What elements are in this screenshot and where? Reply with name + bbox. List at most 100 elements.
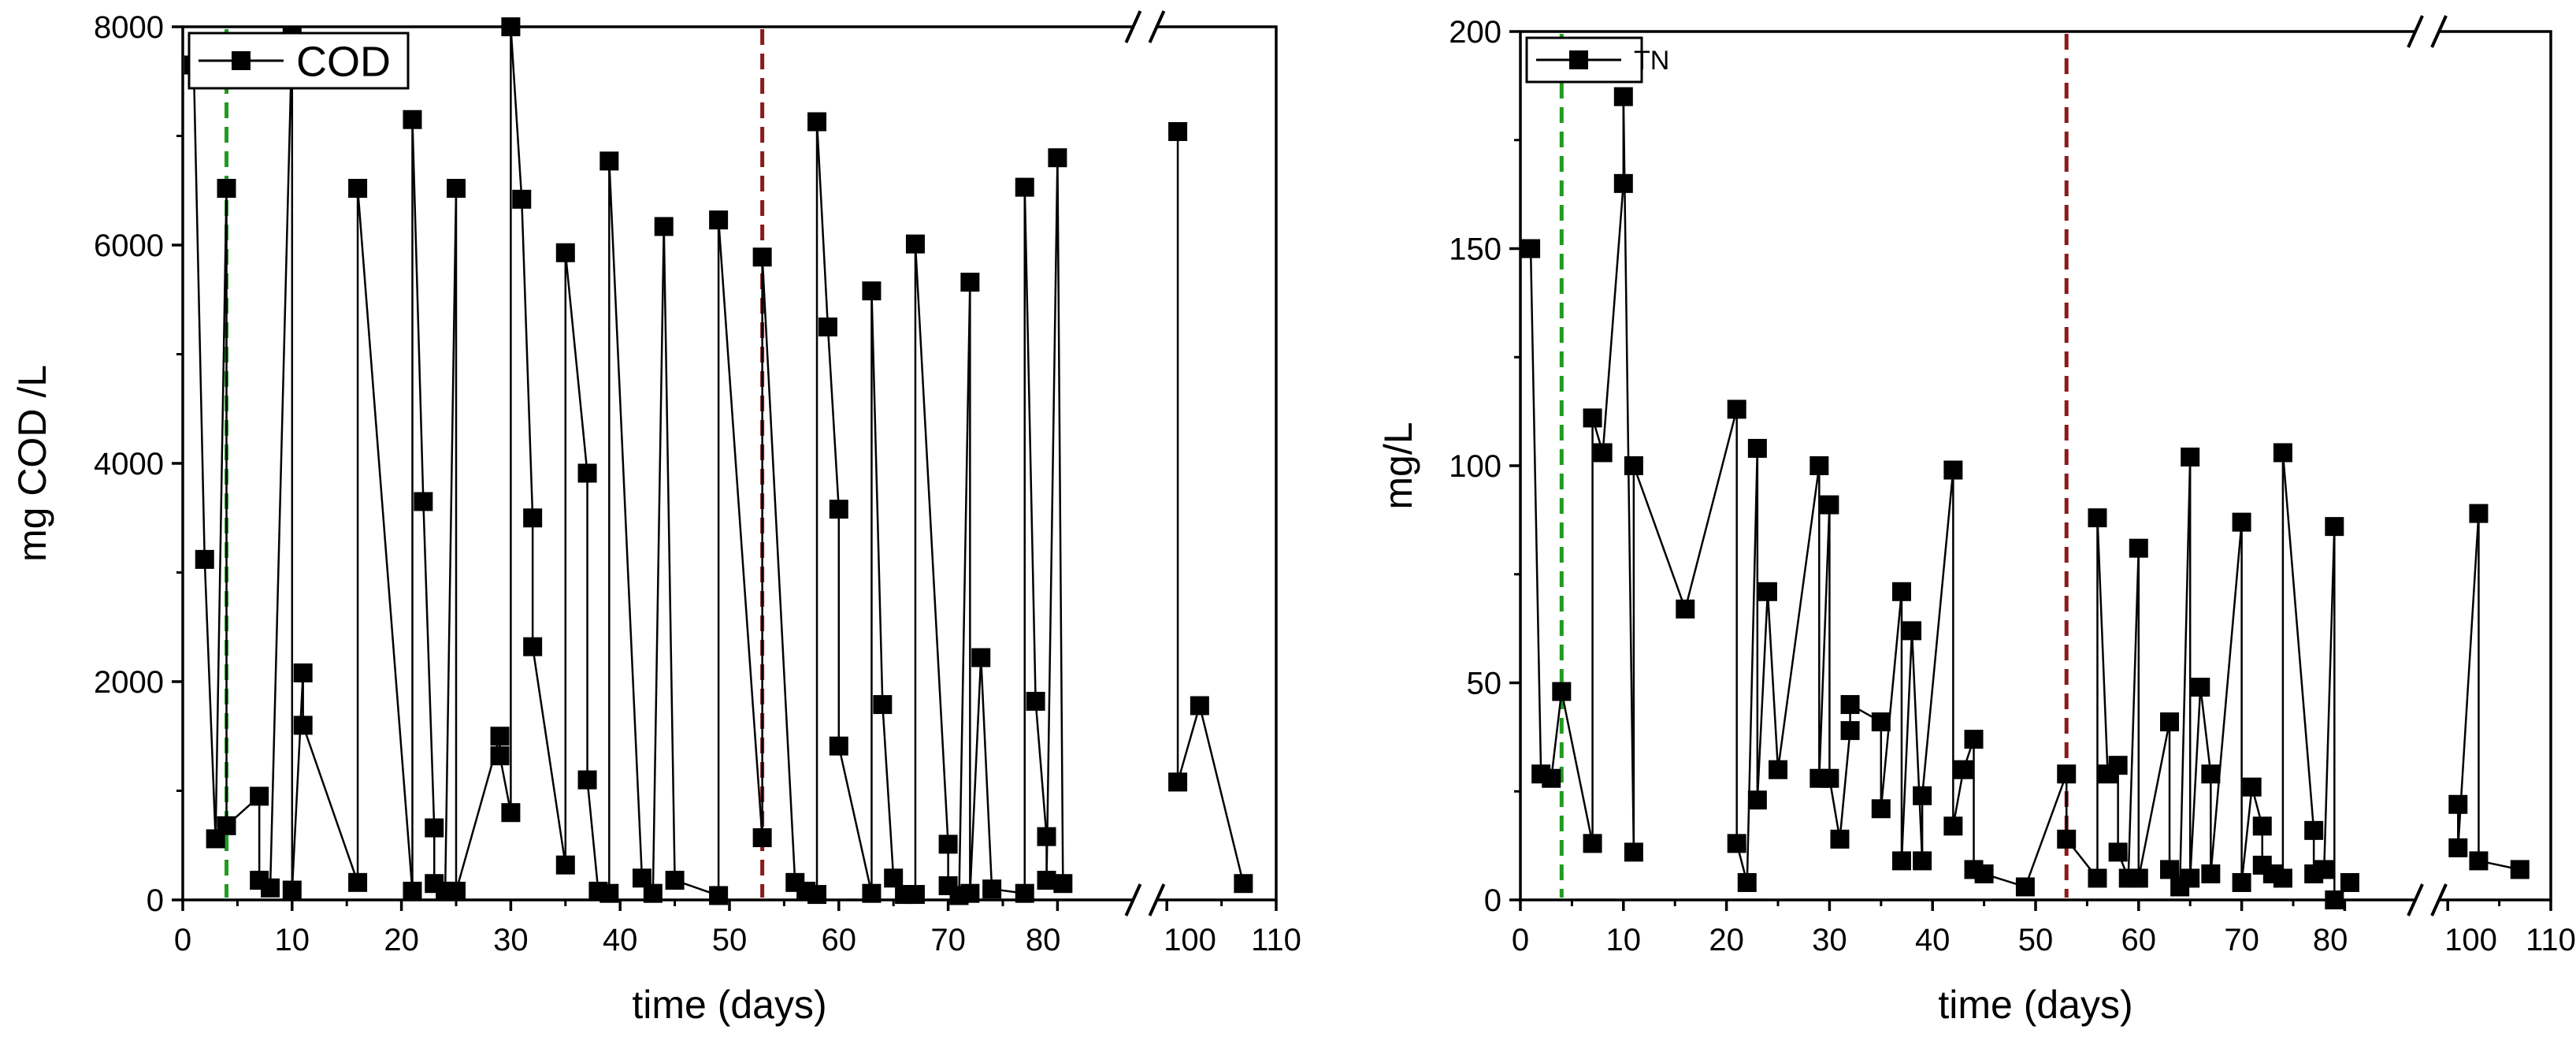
tn-data-point — [2108, 756, 2128, 775]
tn-x-tick-label: 50 — [2018, 923, 2054, 957]
cod-data-point — [217, 816, 236, 835]
cod-series-segment — [663, 226, 676, 881]
cod-series-segment — [870, 291, 884, 705]
cod-series-segment — [1176, 705, 1201, 782]
cod-data-point — [348, 178, 368, 198]
cod-data-point — [1015, 883, 1034, 903]
cod-data-point — [403, 881, 422, 901]
tn-data-point — [1840, 721, 1860, 741]
tn-data-point — [2129, 868, 2148, 888]
cod-data-point — [971, 648, 991, 667]
tn-series-segment — [1828, 778, 1841, 840]
tn-series-segment — [1900, 630, 1913, 861]
tn-data-point — [2232, 512, 2251, 532]
tn-series-segment — [1746, 448, 1759, 883]
tn-x-tick-label: 70 — [2224, 923, 2259, 957]
tn-data-point — [2314, 860, 2334, 879]
tn-y-tick-label: 0 — [1484, 883, 1501, 918]
tn-series-segment — [1839, 730, 1851, 839]
cod-series-segment — [586, 779, 599, 892]
tn-data-point — [2469, 504, 2489, 523]
tn-data-point — [1974, 864, 1994, 883]
tn-y-tick-label: 200 — [1449, 15, 1501, 50]
tn-data-point — [1542, 768, 1561, 788]
cod-data-point — [643, 883, 663, 903]
tn-legend-label: TN — [1634, 46, 1669, 76]
tn-series-segment — [1910, 630, 1924, 861]
cod-data-point — [250, 786, 269, 806]
tn-series-segment — [2188, 686, 2202, 879]
tn-series-segment — [1880, 591, 1903, 809]
cod-data-point — [599, 883, 619, 903]
cod-data-point — [293, 716, 313, 735]
cod-data-point — [982, 879, 1002, 899]
tn-data-point — [1871, 799, 1891, 819]
cod-y-tick-label: 8000 — [94, 10, 164, 45]
tn-data-point — [1820, 495, 1839, 515]
cod-y-tick-label: 4000 — [94, 447, 164, 481]
cod-series-segment — [1045, 158, 1059, 881]
tn-data-point — [2088, 868, 2107, 888]
tn-series-segment — [1818, 504, 1831, 779]
cod-data-point — [829, 500, 848, 519]
cod-y-tick-label: 0 — [147, 883, 164, 918]
cod-data-point — [282, 880, 302, 900]
cod-axis-break-slash — [1148, 883, 1166, 916]
tn-x-tick-label: 20 — [1709, 923, 1744, 957]
tn-data-point — [1737, 872, 1757, 892]
cod-x-tick-label: 20 — [384, 923, 419, 957]
tn-series-segment — [2127, 548, 2140, 879]
tn-data-point — [2273, 868, 2292, 888]
tn-series-segment — [1529, 248, 1542, 775]
cod-data-point — [960, 883, 980, 903]
tn-data-point — [1891, 851, 1911, 871]
tn-data-point — [2325, 517, 2344, 537]
tn-y-tick-label: 150 — [1449, 232, 1501, 267]
tn-data-point — [1954, 760, 1973, 779]
cod-series-segment — [969, 657, 982, 894]
tn-data-point — [1593, 443, 1613, 463]
tn-axis-break-slash — [2430, 15, 2448, 48]
cod-data-point — [1048, 148, 1067, 168]
tn-series-segment — [2210, 522, 2243, 875]
tn-x-tick-label: 0 — [1512, 923, 1529, 957]
tn-data-point — [2191, 678, 2210, 697]
tn-axis-break-slash — [2407, 883, 2424, 916]
cod-x-axis-label: time (days) — [632, 983, 826, 1027]
cod-axis-break-gap — [1134, 895, 1156, 905]
tn-x-tick-label: 110 — [2526, 923, 2576, 957]
cod-data-point — [960, 273, 980, 292]
tn-data-point — [1964, 730, 1984, 749]
cod-series-segment — [882, 704, 895, 879]
cod-data-point — [862, 281, 882, 301]
tn-data-point — [2201, 764, 2221, 784]
cod-y-tick-label: 2000 — [94, 665, 164, 700]
cod-data-point — [829, 736, 848, 756]
cod-axis-break-slash — [1148, 10, 1166, 43]
tn-data-point — [2242, 777, 2262, 797]
tn-axis-break-gap — [2416, 27, 2439, 36]
tn-data-point — [2304, 820, 2324, 840]
cod-data-point — [523, 508, 543, 528]
tn-x-tick-label: 80 — [2313, 923, 2348, 957]
tn-data-point — [1769, 760, 1787, 779]
cod-data-point — [884, 868, 904, 888]
tn-data-point — [1624, 842, 1643, 862]
tn-x-tick-label: 40 — [1915, 923, 1951, 957]
tn-data-point — [1871, 712, 1891, 732]
tn-series-segment — [1550, 691, 1563, 779]
cod-data-point — [665, 871, 685, 890]
cod-data-point — [1015, 177, 1034, 197]
tn-data-point — [2340, 872, 2359, 892]
tn-data-point — [2160, 712, 2180, 732]
tn-data-point — [1902, 621, 1922, 641]
tn-data-point — [1830, 829, 1850, 849]
cod-data-point — [217, 178, 236, 198]
cod-y-tick-label: 6000 — [94, 229, 164, 263]
tn-series-segment — [2240, 786, 2253, 883]
cod-data-point — [577, 463, 597, 483]
tn-data-point — [1891, 582, 1911, 601]
cod-axis-break-gap — [1134, 22, 1156, 32]
cod-data-point — [1026, 691, 1045, 711]
